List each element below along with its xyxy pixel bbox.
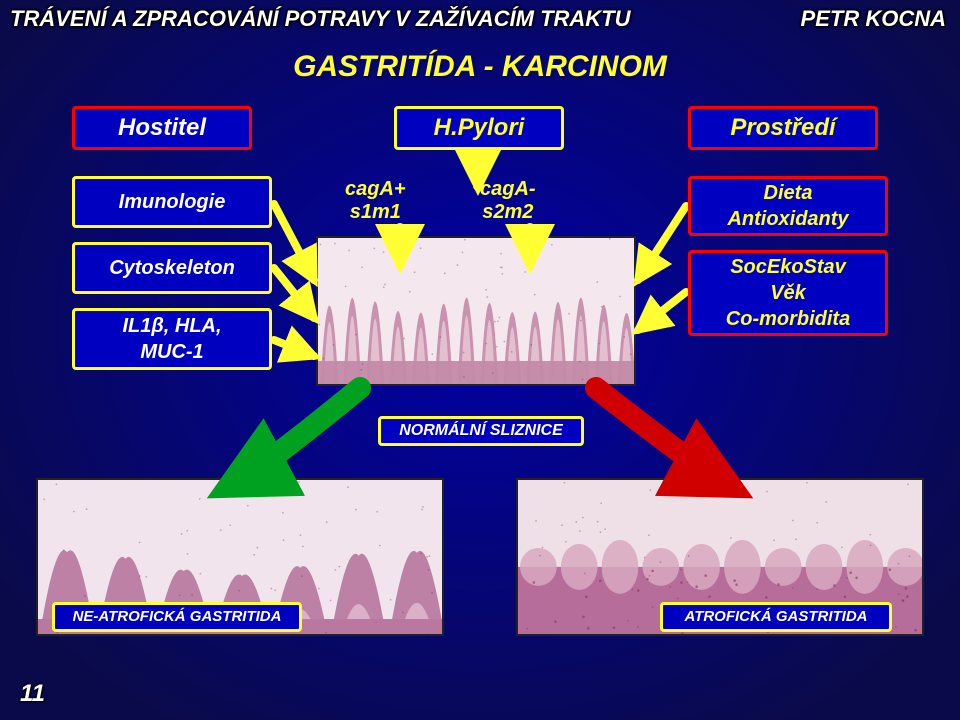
label-normal-sliznice: NORMÁLNÍ SLIZNICE: [378, 416, 584, 446]
box-socekostav: SocEkoStavVěkCo-morbidita: [688, 250, 888, 336]
box-prostredi: Prostředí: [688, 106, 878, 150]
caga-negative-label: cagA-s2m2: [480, 178, 536, 224]
label: IL1β, HLA,MUC-1: [122, 313, 221, 365]
header-title: TRÁVENÍ A ZPRACOVÁNÍ POTRAVY V ZAŽÍVACÍM…: [10, 6, 631, 32]
histology-normal: [316, 236, 636, 386]
label-non-atrophic: NE-ATROFICKÁ GASTRITIDA: [52, 602, 302, 632]
label: SocEkoStavVěkCo-morbidita: [726, 254, 850, 332]
label: Prostředí: [730, 112, 835, 143]
header: TRÁVENÍ A ZPRACOVÁNÍ POTRAVY V ZAŽÍVACÍM…: [0, 6, 960, 32]
slide-number: 11: [20, 680, 45, 708]
box-cytoskeleton: Cytoskeleton: [72, 242, 272, 294]
label-atrophic: ATROFICKÁ GASTRITIDA: [660, 602, 892, 632]
box-il1b: IL1β, HLA,MUC-1: [72, 308, 272, 370]
box-hostitel: Hostitel: [72, 106, 252, 150]
subtitle: GASTRITÍDA - KARCINOM: [0, 50, 960, 84]
label: ATROFICKÁ GASTRITIDA: [684, 607, 867, 627]
box-hpylori: H.Pylori: [394, 106, 564, 150]
header-author: PETR KOCNA: [801, 6, 946, 32]
box-imunologie: Imunologie: [72, 176, 272, 228]
label: Imunologie: [119, 189, 226, 215]
label: NORMÁLNÍ SLIZNICE: [399, 421, 563, 442]
label: Hostitel: [118, 112, 206, 143]
label: Cytoskeleton: [109, 255, 235, 281]
caga-positive-label: cagA+s1m1: [345, 178, 406, 224]
label: DietaAntioxidanty: [727, 180, 848, 232]
box-dieta: DietaAntioxidanty: [688, 176, 888, 236]
label: H.Pylori: [434, 112, 525, 143]
label: NE-ATROFICKÁ GASTRITIDA: [73, 607, 282, 627]
